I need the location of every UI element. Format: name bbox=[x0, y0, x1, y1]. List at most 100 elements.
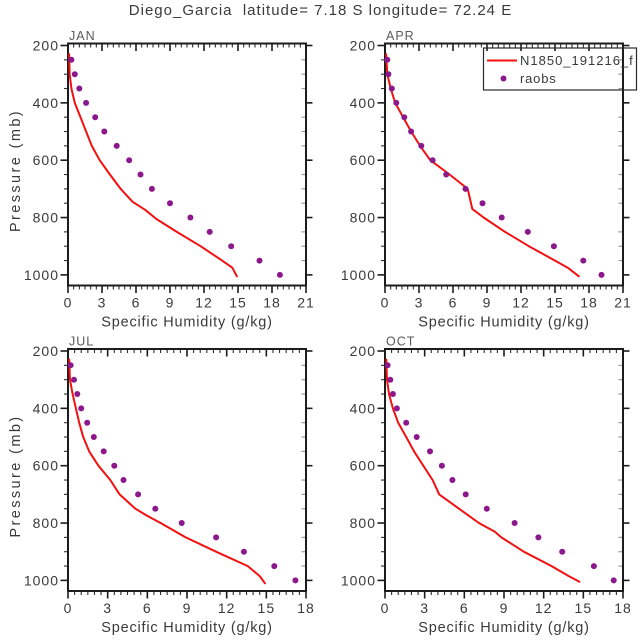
svg-text:12: 12 bbox=[195, 295, 213, 311]
raobs-dot bbox=[590, 563, 597, 570]
raobs-dot bbox=[76, 85, 83, 92]
svg-text:200: 200 bbox=[33, 343, 59, 359]
raobs-dot bbox=[580, 257, 587, 264]
svg-text:800: 800 bbox=[33, 210, 59, 226]
raobs-dot bbox=[90, 434, 97, 440]
model-line-jul bbox=[68, 358, 266, 585]
raobs-dot bbox=[427, 448, 433, 455]
legend-label-model: N1850_191216_f bbox=[520, 53, 634, 68]
svg-text:600: 600 bbox=[33, 458, 59, 474]
raobs-dot bbox=[483, 505, 490, 512]
raobs-dot bbox=[462, 491, 469, 498]
raobs-dots-jan bbox=[68, 56, 283, 278]
svg-text:600: 600 bbox=[350, 458, 376, 474]
svg-text:18: 18 bbox=[580, 295, 598, 311]
raobs-dot bbox=[449, 477, 456, 483]
y-axis-title-jan: Pressure (mb) bbox=[8, 109, 24, 232]
raobs-dot bbox=[498, 214, 505, 221]
plot-border-oct bbox=[384, 348, 624, 592]
raobs-dot bbox=[393, 405, 400, 412]
raobs-dot bbox=[387, 376, 394, 383]
raobs-dot bbox=[111, 462, 118, 469]
svg-text:21: 21 bbox=[297, 295, 315, 311]
raobs-dot bbox=[524, 228, 531, 235]
svg-text:9: 9 bbox=[500, 600, 509, 616]
month-label-jan: JAN bbox=[69, 29, 96, 43]
raobs-dot bbox=[598, 271, 605, 278]
raobs-dot bbox=[152, 505, 159, 512]
svg-text:9: 9 bbox=[483, 295, 492, 311]
x-axis-title-apr: Specific Humidity (g/kg) bbox=[418, 315, 590, 331]
y-axis-title-jul: Pressure (mb) bbox=[8, 414, 24, 537]
svg-text:15: 15 bbox=[575, 600, 593, 616]
raobs-dot bbox=[71, 376, 77, 383]
svg-text:12: 12 bbox=[535, 600, 553, 616]
tick-labels-apr: 0 3 6 9 12 15 18 21 200 400 600 800 1000 bbox=[341, 38, 631, 311]
svg-text:0: 0 bbox=[64, 295, 73, 311]
raobs-dot bbox=[384, 362, 391, 369]
svg-text:800: 800 bbox=[350, 210, 376, 226]
svg-text:6: 6 bbox=[449, 295, 458, 311]
raobs-dot bbox=[388, 85, 395, 92]
svg-text:15: 15 bbox=[546, 295, 564, 311]
plot-border-apr bbox=[384, 42, 624, 287]
raobs-dot bbox=[74, 391, 81, 397]
panel-jan: 0 3 6 9 12 15 18 21 200 400 600 800 1000 JAN Specific … bbox=[8, 29, 315, 331]
raobs-dots-oct bbox=[384, 362, 617, 584]
raobs-dot bbox=[403, 419, 410, 426]
x-axis-title-jul: Specific Humidity (g/kg) bbox=[101, 620, 273, 636]
raobs-dot bbox=[113, 142, 120, 149]
svg-text:400: 400 bbox=[350, 400, 376, 416]
svg-text:600: 600 bbox=[33, 152, 59, 168]
raobs-dot bbox=[462, 185, 469, 192]
tick-labels-jul: 0 3 6 9 12 15 18 200 400 600 800 1000 bbox=[24, 343, 314, 616]
svg-text:12: 12 bbox=[218, 600, 236, 616]
panel-oct: 0 3 6 9 12 15 18 200 400 600 800 1000 OCT Specific Hu… bbox=[341, 335, 632, 637]
raobs-dot bbox=[167, 200, 173, 207]
raobs-dot bbox=[418, 142, 425, 149]
svg-text:0: 0 bbox=[381, 600, 390, 616]
svg-text:3: 3 bbox=[98, 295, 107, 311]
raobs-dot bbox=[126, 157, 133, 164]
svg-text:1000: 1000 bbox=[341, 572, 376, 588]
legend-label-raobs: raobs bbox=[520, 71, 557, 86]
svg-text:3: 3 bbox=[103, 600, 112, 616]
svg-text:1000: 1000 bbox=[24, 267, 59, 283]
plot-border-jan bbox=[67, 42, 307, 287]
raobs-dot bbox=[384, 56, 391, 63]
svg-text:3: 3 bbox=[415, 295, 424, 311]
raobs-dot bbox=[559, 548, 566, 555]
raobs-dot bbox=[68, 56, 75, 63]
svg-text:6: 6 bbox=[460, 600, 469, 616]
svg-text:200: 200 bbox=[350, 343, 376, 359]
raobs-dot bbox=[67, 362, 74, 369]
svg-text:6: 6 bbox=[132, 295, 141, 311]
month-label-jul: JUL bbox=[69, 335, 94, 349]
tick-labels-oct: 0 3 6 9 12 15 18 200 400 600 800 1000 bbox=[341, 343, 632, 616]
svg-text:6: 6 bbox=[143, 600, 152, 616]
svg-text:18: 18 bbox=[263, 295, 281, 311]
raobs-dot bbox=[256, 257, 263, 264]
svg-text:200: 200 bbox=[33, 38, 59, 54]
raobs-dot bbox=[240, 548, 247, 555]
raobs-dot bbox=[413, 434, 420, 440]
raobs-dot bbox=[178, 520, 185, 526]
raobs-dot bbox=[101, 128, 108, 135]
svg-text:200: 200 bbox=[350, 38, 376, 54]
raobs-dot bbox=[100, 448, 107, 455]
month-label-apr: APR bbox=[386, 29, 415, 43]
legend-box bbox=[482, 47, 638, 91]
raobs-dots-jul bbox=[67, 362, 299, 584]
raobs-dot bbox=[120, 477, 127, 483]
svg-text:15: 15 bbox=[229, 295, 247, 311]
raobs-dot bbox=[610, 577, 617, 584]
raobs-dot bbox=[408, 128, 415, 135]
svg-text:18: 18 bbox=[614, 600, 632, 616]
raobs-dot bbox=[393, 99, 400, 106]
raobs-dot bbox=[271, 563, 278, 570]
raobs-dot bbox=[135, 491, 142, 498]
raobs-dot bbox=[187, 214, 194, 221]
axis-ticks-oct bbox=[377, 349, 630, 599]
